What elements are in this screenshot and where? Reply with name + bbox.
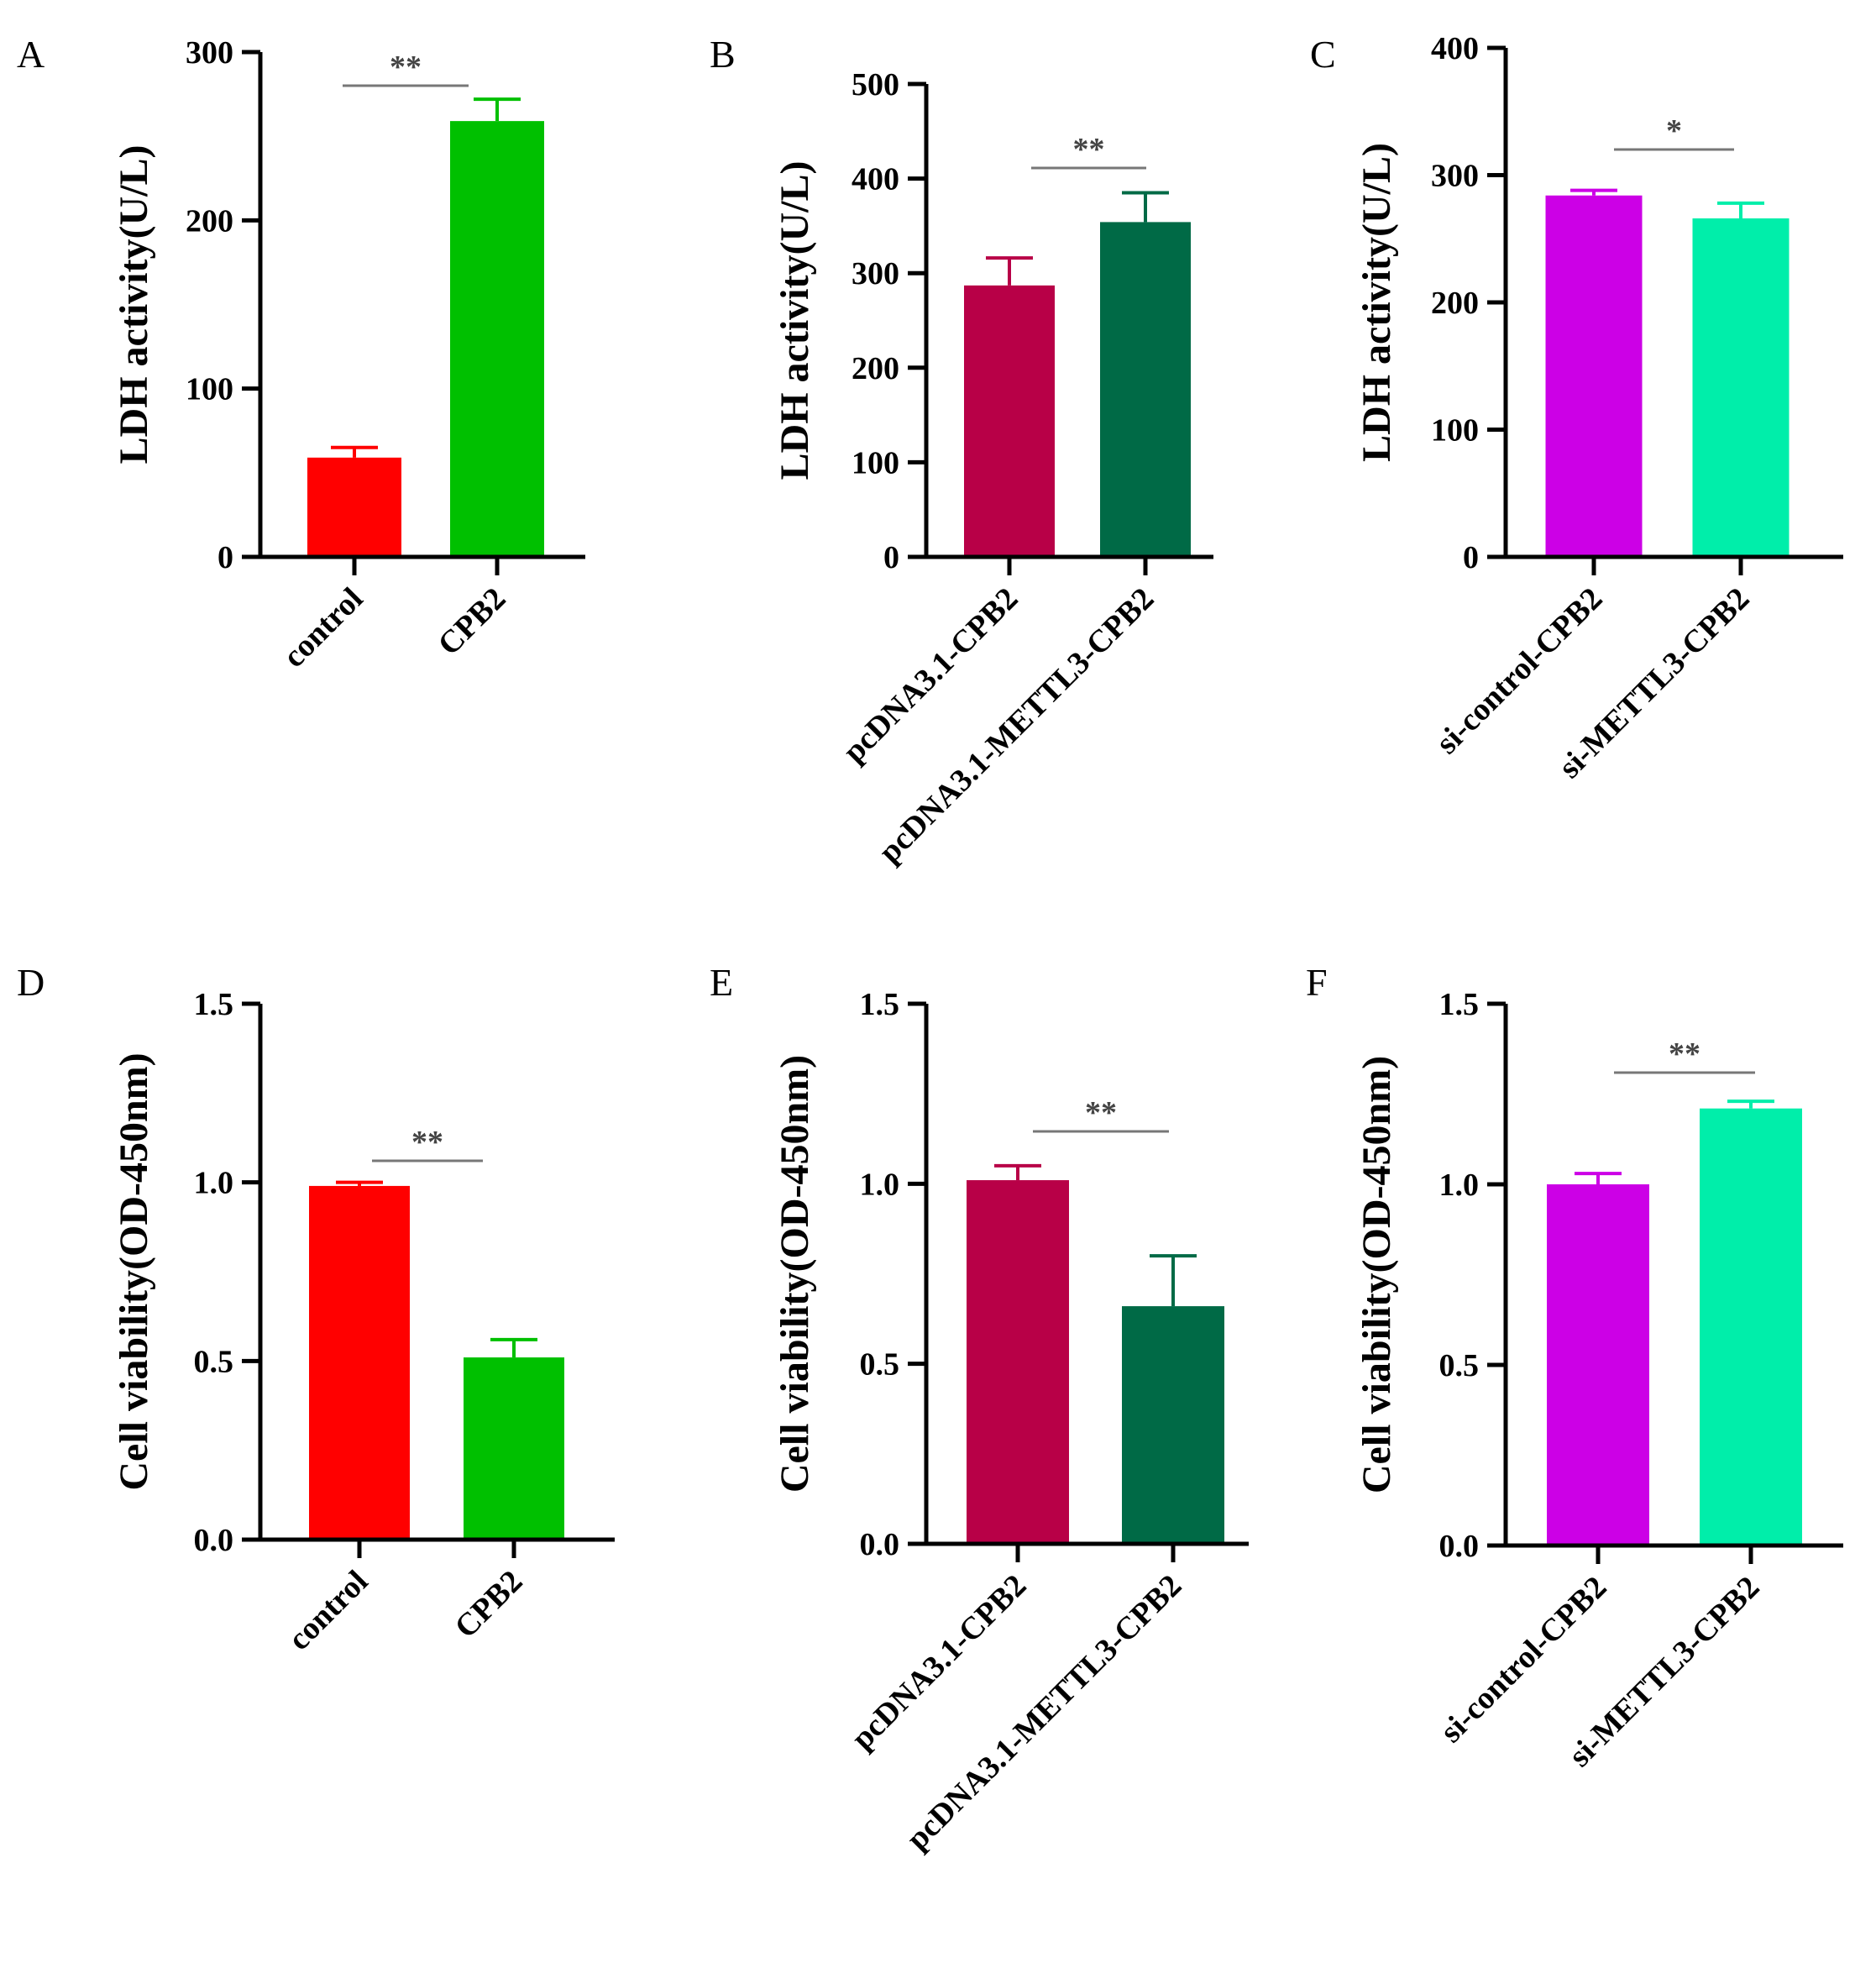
error-bar-1	[986, 256, 1033, 286]
y-tick-label: 100	[852, 445, 899, 480]
bar-2	[464, 1357, 564, 1540]
significance-label: **	[390, 50, 422, 85]
y-axis-title: Cell viability(OD-450nm)	[112, 1052, 156, 1490]
y-tick-label: 0.0	[1439, 1529, 1480, 1564]
y-axis-title: Cell viability(OD-450nm)	[1355, 1056, 1399, 1493]
bar-2	[450, 121, 544, 558]
y-tick-label: 400	[852, 162, 899, 197]
significance-label: **	[1073, 132, 1105, 167]
y-tick-label: 0	[1463, 540, 1479, 575]
error-bar-1	[336, 1180, 383, 1186]
significance-label: **	[1085, 1095, 1117, 1131]
y-axis-title: Cell viability(OD-450nm)	[773, 1055, 817, 1493]
y-tick-label: 100	[186, 372, 233, 407]
y-tick-label: 0.0	[194, 1523, 234, 1558]
y-tick-label: 400	[1431, 31, 1479, 66]
panel-letter: C	[1310, 33, 1336, 76]
error-bar-1	[994, 1163, 1041, 1181]
error-bar-2	[1150, 1254, 1197, 1307]
y-tick-label: 300	[852, 256, 899, 291]
y-tick-label: 200	[852, 351, 899, 386]
bar-2	[1700, 1108, 1802, 1546]
y-tick-label: 200	[186, 203, 233, 239]
error-bar-1	[1575, 1172, 1622, 1184]
panel-b: B LDH activity(U/L) 0 100 200 300 400 500 pcDNA3…	[710, 33, 1213, 870]
category-label: pcDNA3.1-METTL3-CPB2	[872, 581, 1161, 870]
error-bar-2	[474, 97, 521, 122]
bar-1	[309, 1185, 410, 1540]
significance-label: **	[1669, 1036, 1700, 1072]
bar-1	[964, 285, 1055, 557]
error-bar-2	[490, 1337, 537, 1358]
panel-f: F Cell viability(OD-450nm) 0.0 0.5 1.0 1.5 si-…	[1306, 961, 1843, 1774]
y-tick-label: 0	[883, 540, 899, 575]
error-bar-1	[1570, 188, 1617, 196]
panel-a: A LDH activity(U/L) 0 100 200 300 control CPB2 *…	[17, 33, 585, 674]
y-tick-label: 1.5	[1439, 987, 1480, 1022]
y-tick-label: 300	[186, 35, 233, 71]
category-label: pcDNA3.1-METTL3-CPB2	[899, 1568, 1188, 1857]
bar-1	[967, 1180, 1069, 1544]
panel-letter: A	[17, 33, 45, 76]
y-tick-label: 200	[1431, 286, 1479, 321]
error-bar-2	[1122, 191, 1169, 223]
y-tick-label: 1.0	[1439, 1168, 1480, 1203]
bar-2	[1692, 218, 1790, 557]
y-tick-label: 1.0	[194, 1166, 234, 1201]
significance-label: *	[1666, 113, 1682, 149]
bar-2	[1122, 1306, 1224, 1544]
bar-1	[1547, 1184, 1649, 1546]
bar-1	[307, 457, 401, 557]
category-label: CPB2	[448, 1564, 529, 1645]
y-tick-label: 1.5	[860, 987, 900, 1022]
bar-2	[1100, 222, 1191, 557]
bar-1	[1545, 195, 1643, 558]
y-tick-label: 300	[1431, 159, 1479, 194]
category-label: control	[276, 581, 369, 674]
y-axis-title: LDH activity(U/L)	[1355, 143, 1399, 462]
y-tick-label: 0.5	[860, 1347, 900, 1383]
panel-e: E Cell viability(OD-450nm) 0.0 0.5 1.0 1.5 pcD…	[710, 961, 1249, 1857]
panel-letter: B	[710, 33, 736, 76]
y-axis-title: LDH activity(U/L)	[112, 145, 156, 464]
panel-letter: E	[710, 961, 733, 1004]
y-tick-label: 500	[852, 67, 899, 102]
y-axis-title: LDH activity(U/L)	[773, 161, 817, 480]
error-bar-2	[1727, 1099, 1774, 1109]
y-tick-label: 100	[1431, 413, 1479, 449]
category-label: CPB2	[431, 581, 512, 663]
significance-label: **	[411, 1125, 443, 1160]
error-bar-1	[331, 445, 378, 458]
panel-d: D Cell viability(OD-450nm) 0.0 0.5 1.0 1.5 con…	[17, 961, 615, 1657]
y-tick-label: 0.5	[194, 1344, 234, 1379]
y-tick-label: 0.5	[1439, 1348, 1480, 1383]
y-tick-label: 1.0	[860, 1167, 900, 1202]
y-tick-label: 1.5	[194, 987, 234, 1022]
category-label: si-control-CPB2	[1433, 1570, 1613, 1750]
y-tick-label: 0.0	[860, 1527, 900, 1562]
y-tick-label: 0	[217, 540, 233, 575]
error-bar-2	[1717, 201, 1764, 219]
panel-letter: F	[1306, 961, 1328, 1004]
panel-letter: D	[17, 961, 45, 1004]
category-label: control	[281, 1564, 375, 1657]
